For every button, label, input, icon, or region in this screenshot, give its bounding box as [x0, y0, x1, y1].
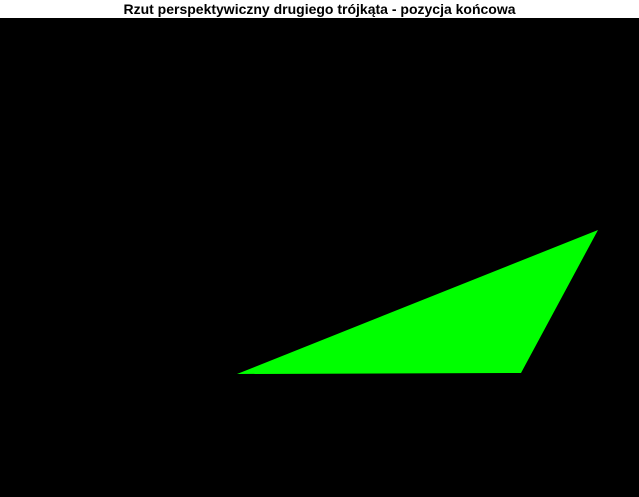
render-canvas — [0, 18, 639, 497]
figure-title: Rzut perspektywiczny drugiego trójkąta -… — [123, 1, 516, 17]
projected-triangle — [237, 230, 598, 374]
title-bar: Rzut perspektywiczny drugiego trójkąta -… — [0, 0, 639, 18]
projection-svg — [0, 18, 639, 497]
